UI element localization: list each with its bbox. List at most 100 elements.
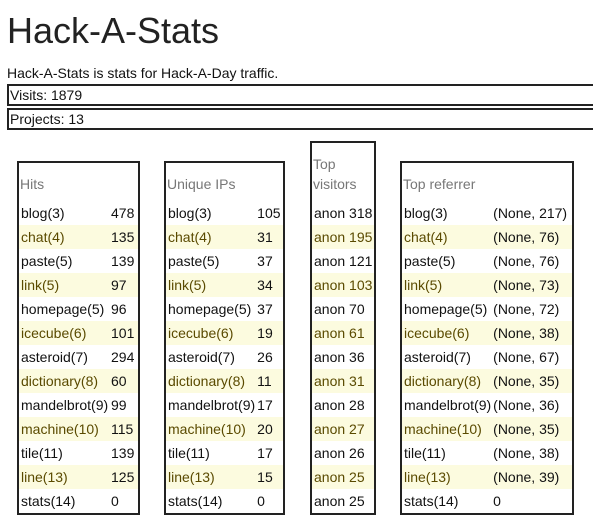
row-label: paste(5) bbox=[21, 253, 73, 269]
table-row: mandelbrot(9) 99 bbox=[19, 393, 138, 417]
table-row: dictionary(8) 11 bbox=[166, 369, 283, 393]
table-row: anon 36 bbox=[312, 345, 374, 369]
visitor-cell: anon 25 bbox=[314, 493, 365, 509]
row-label: homepage(5) bbox=[404, 301, 488, 317]
table-row: icecube(6) (None, 38) bbox=[402, 321, 572, 345]
table-row: link(5) 34 bbox=[166, 273, 283, 297]
table-row: asteroid(7) 26 bbox=[166, 345, 283, 369]
top-visitors-header: Top visitors bbox=[313, 156, 357, 192]
row-value: (None, 35) bbox=[491, 417, 572, 441]
hits-table: Hits blog(3) 478 chat(4) 135 paste(5) 139 link… bbox=[17, 161, 140, 515]
row-label: line(13) bbox=[402, 465, 492, 489]
row-label: blog(3) bbox=[21, 205, 65, 221]
row-value: 37 bbox=[257, 253, 273, 269]
table-row: icecube(6) 101 bbox=[19, 321, 138, 345]
row-value: (None, 35) bbox=[491, 369, 572, 393]
table-row: blog(3) 478 bbox=[19, 201, 138, 225]
table-row: homepage(5) 37 bbox=[166, 297, 283, 321]
row-value: 60 bbox=[109, 369, 138, 393]
visitor-cell: anon 61 bbox=[312, 321, 374, 345]
table-row: line(13) 15 bbox=[166, 465, 283, 489]
table-row: anon 195 bbox=[312, 225, 374, 249]
table-row: anon 121 bbox=[312, 249, 374, 273]
row-value: 135 bbox=[109, 225, 138, 249]
row-value: 17 bbox=[257, 397, 273, 413]
table-row: stats(14) 0 bbox=[19, 489, 138, 513]
row-value: (None, 217) bbox=[493, 205, 568, 221]
row-label: link(5) bbox=[166, 273, 256, 297]
row-label: dictionary(8) bbox=[166, 369, 256, 393]
table-row: stats(14) 0 bbox=[402, 489, 572, 513]
row-label: paste(5) bbox=[168, 253, 220, 269]
table-row: tile(11) 17 bbox=[166, 441, 283, 465]
visitor-cell: anon 31 bbox=[312, 369, 374, 393]
table-row: tile(11) 139 bbox=[19, 441, 138, 465]
table-row: anon 318 bbox=[312, 201, 374, 225]
row-value: 96 bbox=[111, 301, 127, 317]
table-row: chat(4) 31 bbox=[166, 225, 283, 249]
row-label: link(5) bbox=[19, 273, 109, 297]
row-label: chat(4) bbox=[19, 225, 109, 249]
visitor-cell: anon 121 bbox=[314, 253, 373, 269]
unique-ips-table: Unique IPs blog(3) 105 chat(4) 31 paste(5) 37… bbox=[164, 161, 285, 515]
row-label: stats(14) bbox=[21, 493, 76, 509]
row-label: tile(11) bbox=[21, 445, 63, 461]
table-row: mandelbrot(9) 17 bbox=[166, 393, 283, 417]
row-label: mandelbrot(9) bbox=[404, 397, 492, 413]
row-value: 125 bbox=[109, 465, 138, 489]
row-label: dictionary(8) bbox=[19, 369, 109, 393]
visits-summary: Visits: 1879 bbox=[7, 84, 593, 106]
table-row: machine(10) 115 bbox=[19, 417, 138, 441]
row-value: (None, 67) bbox=[493, 349, 560, 365]
row-value: 37 bbox=[257, 301, 273, 317]
row-value: (None, 36) bbox=[493, 397, 560, 413]
table-row: paste(5) 37 bbox=[166, 249, 283, 273]
row-label: tile(11) bbox=[404, 445, 446, 461]
page-title: Hack-A-Stats bbox=[7, 10, 220, 51]
row-value: 97 bbox=[109, 273, 138, 297]
row-value: 139 bbox=[111, 445, 135, 461]
row-label: line(13) bbox=[166, 465, 256, 489]
visitor-cell: anon 70 bbox=[314, 301, 365, 317]
table-row: tile(11) (None, 38) bbox=[402, 441, 572, 465]
table-row: icecube(6) 19 bbox=[166, 321, 283, 345]
visitor-cell: anon 103 bbox=[312, 273, 374, 297]
row-label: machine(10) bbox=[19, 417, 109, 441]
row-label: machine(10) bbox=[402, 417, 492, 441]
table-row: link(5) (None, 73) bbox=[402, 273, 572, 297]
row-value: 139 bbox=[111, 253, 135, 269]
visitor-cell: anon 195 bbox=[312, 225, 374, 249]
row-value: (None, 72) bbox=[493, 301, 560, 317]
row-value: 105 bbox=[257, 205, 281, 221]
visitor-cell: anon 26 bbox=[314, 445, 365, 461]
projects-summary: Projects: 13 bbox=[7, 108, 593, 130]
table-row: anon 27 bbox=[312, 417, 374, 441]
hits-header: Hits bbox=[20, 176, 45, 192]
row-value: 294 bbox=[111, 349, 135, 365]
row-label: machine(10) bbox=[166, 417, 256, 441]
row-label: icecube(6) bbox=[19, 321, 109, 345]
row-label: mandelbrot(9) bbox=[21, 397, 109, 413]
table-row: line(13) (None, 39) bbox=[402, 465, 572, 489]
table-row: chat(4) 135 bbox=[19, 225, 138, 249]
row-label: blog(3) bbox=[168, 205, 212, 221]
table-row: mandelbrot(9) (None, 36) bbox=[402, 393, 572, 417]
row-label: icecube(6) bbox=[166, 321, 256, 345]
table-row: anon 70 bbox=[312, 297, 374, 321]
visitor-cell: anon 27 bbox=[312, 417, 374, 441]
row-value: 34 bbox=[255, 273, 283, 297]
table-row: asteroid(7) 294 bbox=[19, 345, 138, 369]
table-row: anon 28 bbox=[312, 393, 374, 417]
table-row: chat(4) (None, 76) bbox=[402, 225, 572, 249]
table-row: anon 25 bbox=[312, 489, 374, 513]
row-label: homepage(5) bbox=[168, 301, 252, 317]
row-value: (None, 39) bbox=[491, 465, 572, 489]
row-value: 115 bbox=[109, 417, 138, 441]
row-value: 15 bbox=[255, 465, 283, 489]
row-value: (None, 38) bbox=[491, 321, 572, 345]
table-row: link(5) 97 bbox=[19, 273, 138, 297]
visitor-cell: anon 28 bbox=[314, 397, 365, 413]
row-label: blog(3) bbox=[404, 205, 448, 221]
row-value: 19 bbox=[255, 321, 283, 345]
table-row: dictionary(8) (None, 35) bbox=[402, 369, 572, 393]
